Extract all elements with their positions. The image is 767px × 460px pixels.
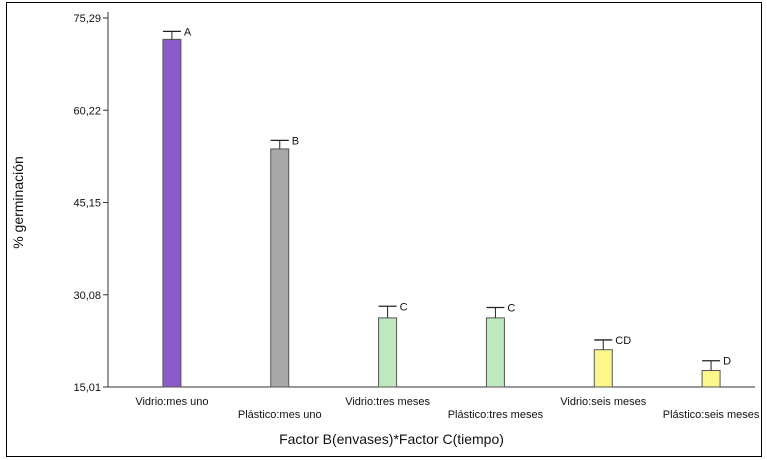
category-label: Plástico:seis meses (663, 409, 760, 421)
y-tick-label: 45,15 (73, 198, 101, 210)
y-tick-label: 15,01 (73, 382, 101, 394)
y-tick-label: 75,29 (73, 13, 101, 25)
x-axis-title: Factor B(envases)*Factor C(tiempo) (279, 431, 504, 447)
category-labels: Vidrio:mes uno Plástico:mes uno Vidrio:tre… (135, 396, 760, 421)
category-label: Vidrio:tres meses (345, 396, 430, 408)
group-label: A (184, 26, 192, 38)
bar (593, 349, 613, 388)
chart-frame (6, 2, 762, 457)
bar (270, 148, 290, 388)
bar (162, 38, 182, 388)
group-label: D (723, 356, 731, 368)
category-label: Vidrio:mes uno (135, 396, 208, 408)
bar (378, 317, 398, 388)
group-label: B (292, 135, 299, 147)
group-labels: A B C C CD D (184, 26, 731, 367)
group-label: C (507, 302, 515, 314)
axes (107, 12, 755, 388)
group-label: CD (615, 335, 631, 347)
y-axis-ticks: 15,01 30,08 45,15 60,22 75,29 (73, 13, 108, 394)
group-label: C (400, 301, 408, 313)
category-label: Vidrio:seis meses (560, 396, 646, 408)
category-label: Plástico:tres meses (448, 409, 544, 421)
error-bars (162, 30, 721, 371)
bar (701, 370, 721, 388)
y-tick-label: 30,08 (73, 290, 101, 302)
y-tick-label: 60,22 (73, 105, 101, 117)
category-label: Plástico:mes uno (238, 409, 322, 421)
y-axis-title: % germinación (10, 156, 26, 249)
bar (485, 317, 505, 388)
bars (162, 38, 721, 388)
